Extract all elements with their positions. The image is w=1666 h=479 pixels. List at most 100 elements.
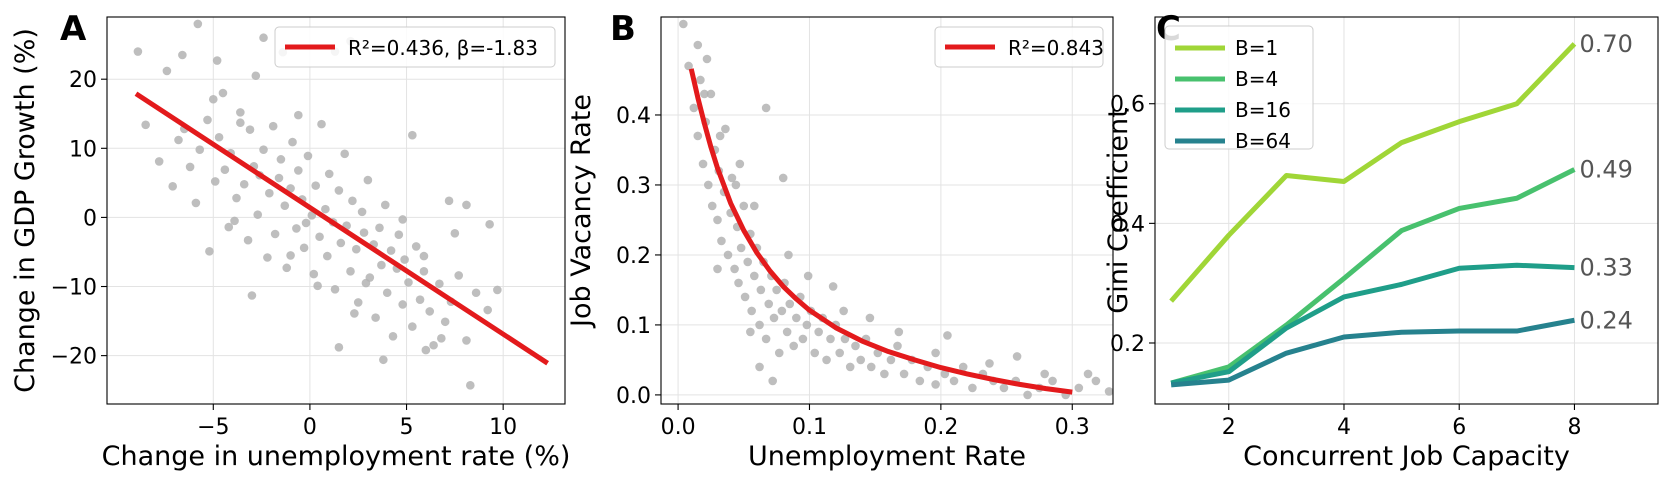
panel-letter: A	[60, 9, 87, 49]
scatter-point	[400, 255, 409, 264]
scatter-point	[803, 271, 813, 281]
x-tick-label: 4	[1337, 415, 1351, 440]
end-value-label: 0.24	[1579, 306, 1632, 334]
x-tick-label: 6	[1452, 415, 1466, 440]
scatter-point	[713, 264, 722, 274]
scatter-point	[822, 355, 831, 365]
scatter-point	[371, 313, 380, 322]
scatter-point	[141, 120, 150, 130]
plot-area	[679, 19, 1113, 400]
scatter-point	[185, 162, 195, 172]
scatter-point	[715, 131, 725, 141]
scatter-point	[814, 327, 823, 337]
legend-label: R²=0.843	[1008, 36, 1104, 60]
y-tick-label: 10	[69, 137, 97, 162]
legend-label: B=64	[1235, 129, 1291, 153]
scatter-point	[761, 103, 771, 113]
legend-box	[1164, 25, 1314, 150]
scatter-point	[263, 253, 272, 262]
scatter-point	[408, 322, 417, 331]
scatter-point	[168, 182, 178, 191]
scatter-point	[931, 348, 940, 358]
scatter-point	[174, 135, 183, 145]
scatter-point	[251, 71, 261, 81]
scatter-point	[276, 155, 286, 164]
scatter-point	[769, 313, 779, 323]
scatter-point	[826, 334, 835, 344]
scatter-point	[749, 271, 759, 281]
scatter-point	[940, 369, 950, 379]
scatter-point	[485, 220, 494, 229]
legend-box	[934, 26, 1104, 68]
y-axis-label: Gini Coefficient	[1103, 107, 1134, 313]
scatter-point	[429, 340, 438, 350]
scatter-point	[351, 244, 361, 254]
y-tick-label: −10	[51, 276, 97, 301]
scatter-point	[388, 331, 398, 341]
scatter-point	[735, 159, 745, 169]
scatter-point	[301, 218, 311, 228]
scatter-point	[394, 230, 404, 239]
scatter-point	[462, 336, 471, 345]
scatter-point	[311, 181, 321, 190]
scatter-point	[949, 376, 959, 386]
scatter-point	[178, 50, 187, 60]
scatter-point	[268, 121, 278, 131]
scatter-point	[1091, 376, 1101, 386]
scatter-point	[693, 40, 703, 50]
axes-frame	[660, 16, 1114, 405]
scatter-point	[205, 246, 214, 256]
x-tick-label: 0.2	[923, 415, 958, 440]
fit-line	[688, 68, 1073, 395]
scatter-point	[357, 207, 367, 217]
scatter-point	[340, 149, 349, 159]
scatter-point	[232, 193, 241, 203]
scatter-point	[317, 119, 326, 129]
scatter-point	[471, 288, 481, 298]
scatter-point	[437, 334, 446, 343]
y-tick-label: 0.4	[616, 104, 651, 129]
legend-label: B=16	[1235, 98, 1291, 122]
scatter-point	[203, 115, 212, 125]
scatter-point	[191, 198, 201, 208]
panel-c: 2 4 6 8 0.2 0.4 0.6 Concurrent Job Capacity Gini…	[1103, 9, 1659, 472]
scatter-point	[404, 278, 413, 287]
scatter-point	[747, 306, 756, 316]
y-tick-label: −20	[51, 345, 97, 370]
scatter-point	[386, 246, 396, 255]
scatter-point	[353, 298, 363, 307]
y-tick-label: 0.2	[616, 244, 651, 269]
scatter-point	[835, 348, 844, 358]
scatter-point	[236, 118, 245, 128]
scatter-point	[265, 188, 274, 198]
plot-area	[1169, 42, 1577, 388]
legend-box	[274, 26, 556, 68]
scatter-point	[286, 184, 295, 193]
scatter-point	[408, 130, 417, 140]
scatter-point	[865, 313, 875, 323]
plot-area	[133, 19, 549, 390]
y-tick-label: 0	[83, 206, 97, 231]
scatter-point	[245, 125, 255, 134]
scatter-point	[777, 306, 787, 316]
scatter-point	[761, 334, 771, 344]
scatter-point	[462, 200, 471, 210]
y-tick-label: 20	[69, 68, 97, 93]
scatter-point	[717, 236, 726, 246]
y-tick-label: 0.6	[1110, 93, 1145, 118]
scatter-point	[785, 299, 795, 309]
x-axis-label: Unemployment Rate	[748, 441, 1026, 472]
scatter-point	[493, 285, 502, 295]
scatter-point	[425, 307, 435, 316]
legend-label: B=4	[1235, 67, 1278, 91]
scatter-point	[1074, 383, 1084, 393]
scatter-point	[684, 61, 693, 71]
scatter-point	[435, 279, 444, 289]
scatter-point	[253, 210, 263, 219]
scatter-point	[419, 267, 429, 276]
scatter-point	[958, 362, 968, 372]
scatter-point	[931, 380, 940, 389]
scatter-point	[755, 362, 764, 372]
scatter-point	[755, 320, 764, 330]
scatter-point	[713, 215, 722, 225]
